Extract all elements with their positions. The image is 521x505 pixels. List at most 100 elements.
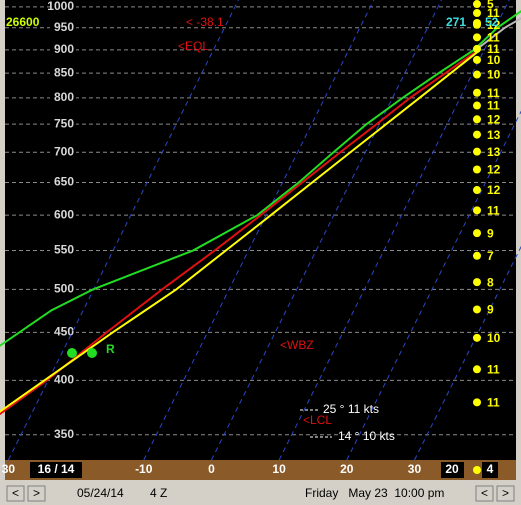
plot-area (5, 0, 516, 460)
box-label: 16 / 14 (38, 462, 75, 476)
wind-speed-label: 11 (487, 31, 500, 45)
isotherm (346, 110, 521, 461)
wind-dot (473, 55, 481, 64)
wind-dot (473, 186, 481, 195)
label-bg (50, 117, 76, 132)
nav-button[interactable] (475, 485, 494, 502)
wind-dot (473, 0, 481, 9)
wind-speed-label: 11 (487, 86, 500, 100)
wind-dot (473, 466, 481, 474)
nav-button[interactable] (496, 485, 515, 502)
isotherm (414, 245, 521, 461)
wind-speed-label: 8 (487, 275, 494, 289)
y-tick-label: 1000 (47, 0, 74, 13)
wind-dot (473, 33, 481, 42)
wind-speed-label: 13 (487, 145, 501, 159)
plot-layer: 350 400 450 500 550 600 650 700 750 800 850 900 950 1… (0, 0, 521, 461)
wind-speed-label: 13 (487, 128, 501, 142)
status-time: 4 Z (150, 486, 167, 500)
annotation: 25 ° 11 kts (323, 402, 379, 416)
label-bg (50, 208, 76, 223)
annotation: <WBZ (280, 338, 314, 352)
wind-dot (473, 115, 481, 124)
wind-speed-label: 7 (487, 249, 494, 263)
y-tick-label: 750 (54, 116, 74, 130)
y-tick-label: 850 (54, 65, 74, 79)
wind-speed-label: 11 (487, 204, 500, 218)
wind-dot (473, 333, 481, 342)
wind-speed-label: 12 (487, 112, 501, 126)
wind-speed-label: 10 (487, 53, 501, 67)
wind-dot (473, 165, 481, 174)
top-label: 52 (485, 15, 499, 29)
wind-speed-label: 12 (487, 18, 501, 32)
wind-speed-label: 11 (487, 99, 500, 113)
label-bg (50, 42, 76, 57)
profile-line (0, 10, 521, 347)
wind-dot (473, 44, 481, 53)
y-tick-label: 900 (54, 42, 74, 56)
x-tick-label: 20 (340, 462, 354, 476)
value-box (441, 462, 464, 478)
y-tick-label: 400 (54, 373, 74, 387)
value-box (482, 462, 498, 478)
wind-dot (473, 101, 481, 110)
wind-dot (473, 206, 481, 215)
annotation: <EQL (178, 39, 209, 53)
isotherm (278, 0, 510, 461)
label-bg (50, 145, 76, 160)
wind-speed-label: 12 (487, 183, 501, 197)
isotherm (7, 0, 239, 461)
profile-line (0, 49, 479, 416)
wind-dot (473, 70, 481, 79)
nav-button-label[interactable]: > (33, 486, 40, 500)
wind-dot (473, 19, 481, 27)
wind-speed-label: 12 (487, 163, 501, 177)
wind-dot (473, 229, 481, 238)
label-bg (50, 20, 76, 35)
wind-dot (473, 251, 481, 260)
profile-line (0, 49, 481, 413)
nav-button-label[interactable]: < (12, 486, 19, 500)
x-tick-label: 30 (408, 462, 422, 476)
annotation: 14 ° 10 kts (338, 429, 395, 443)
isotherm (210, 0, 442, 461)
annotation: <LCL (303, 413, 332, 427)
box-label: 4 (487, 462, 494, 476)
wind-speed-label: 9 (487, 303, 494, 317)
height-label: 26600 (6, 15, 40, 29)
isotherm (143, 0, 375, 461)
annotation: < -38.1 (186, 15, 224, 29)
axis-bar (5, 460, 516, 480)
y-tick-label: 550 (54, 243, 74, 257)
y-tick-label: 950 (54, 20, 74, 34)
nav-button[interactable] (27, 485, 46, 502)
label-bg (50, 282, 76, 297)
wind-dot (473, 398, 481, 407)
y-tick-label: 450 (54, 325, 74, 339)
label-bg (50, 175, 76, 190)
wind-speed-label: 9 (487, 226, 494, 240)
label-bg (50, 0, 76, 14)
y-tick-label: 700 (54, 144, 74, 158)
wind-speed-label: 11 (487, 362, 500, 376)
y-tick-label: 800 (54, 90, 74, 104)
wind-dot (473, 278, 481, 287)
top-label: 271 (446, 15, 466, 29)
label-bg (50, 427, 76, 442)
marker-dot (67, 348, 77, 358)
profile-line (475, 17, 521, 51)
wind-speed-label: 11 (487, 6, 500, 20)
box-label: 20 (445, 462, 459, 476)
wind-dot (473, 9, 481, 18)
wind-speed-label: 11 (487, 42, 500, 56)
nav-button[interactable] (6, 485, 25, 502)
wind-speed-label: 5 (487, 0, 494, 11)
label-bg (50, 90, 76, 105)
wind-speed-label: 10 (487, 331, 501, 345)
nav-button-label[interactable]: < (481, 486, 488, 500)
nav-button-label[interactable]: > (502, 486, 509, 500)
status-valid: Friday May 23 10:00 pm (305, 486, 444, 500)
wind-dot (473, 305, 481, 314)
